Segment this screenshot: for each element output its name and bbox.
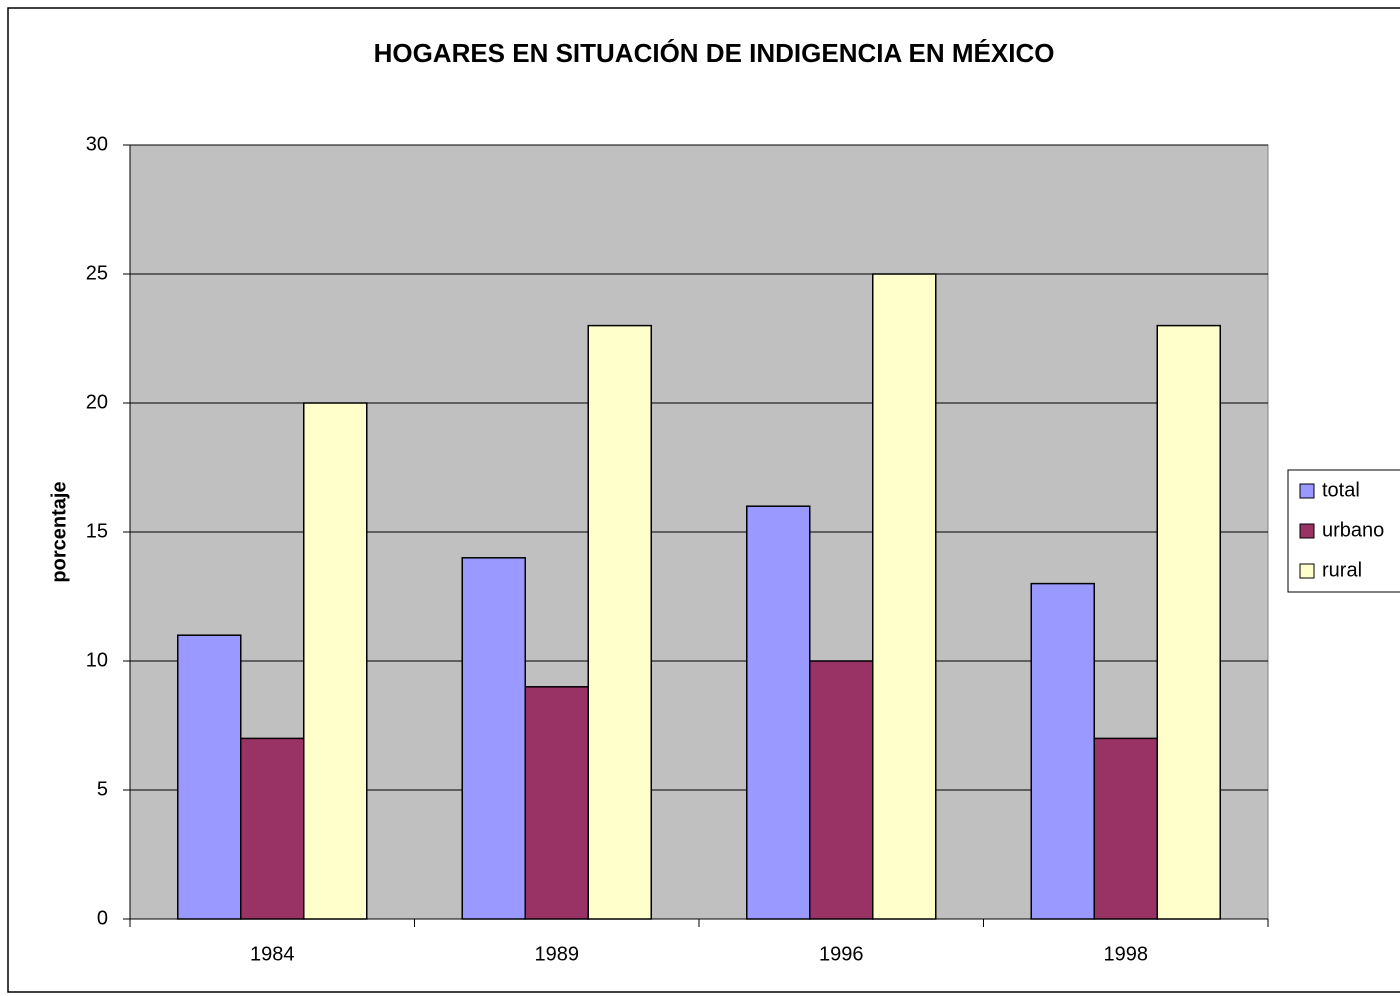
y-tick-label: 10 (86, 649, 108, 671)
bar (461, 557, 526, 920)
y-tick-label: 15 (86, 520, 108, 542)
legend-label: urbano (1322, 519, 1384, 541)
bar (1093, 737, 1158, 920)
y-tick-label: 30 (86, 133, 108, 155)
bar (809, 660, 874, 920)
legend-swatch (1299, 563, 1315, 579)
chart-title: HOGARES EN SITUACIÓN DE INDIGENCIA EN MÉ… (374, 38, 1055, 68)
x-tick-label: 1996 (819, 943, 864, 965)
legend-label: total (1322, 479, 1360, 501)
x-tick-label: 1998 (1104, 943, 1149, 965)
y-tick-label: 25 (86, 262, 108, 284)
y-axis-label: porcentaje (48, 481, 70, 582)
y-tick-label: 5 (97, 778, 108, 800)
x-tick-label: 1984 (250, 943, 295, 965)
x-tick-label: 1989 (535, 943, 580, 965)
bar (587, 324, 652, 920)
y-tick-label: 20 (86, 391, 108, 413)
bar (177, 634, 242, 920)
bar (746, 505, 811, 920)
bar (240, 737, 305, 920)
bar (1156, 324, 1221, 920)
legend-label: rural (1322, 559, 1362, 581)
bar (524, 686, 589, 920)
legend-swatch (1299, 483, 1315, 499)
bar (303, 402, 368, 920)
y-tick-label: 0 (97, 907, 108, 929)
bar (1030, 582, 1095, 920)
bar (872, 273, 937, 920)
legend-swatch (1299, 523, 1315, 539)
